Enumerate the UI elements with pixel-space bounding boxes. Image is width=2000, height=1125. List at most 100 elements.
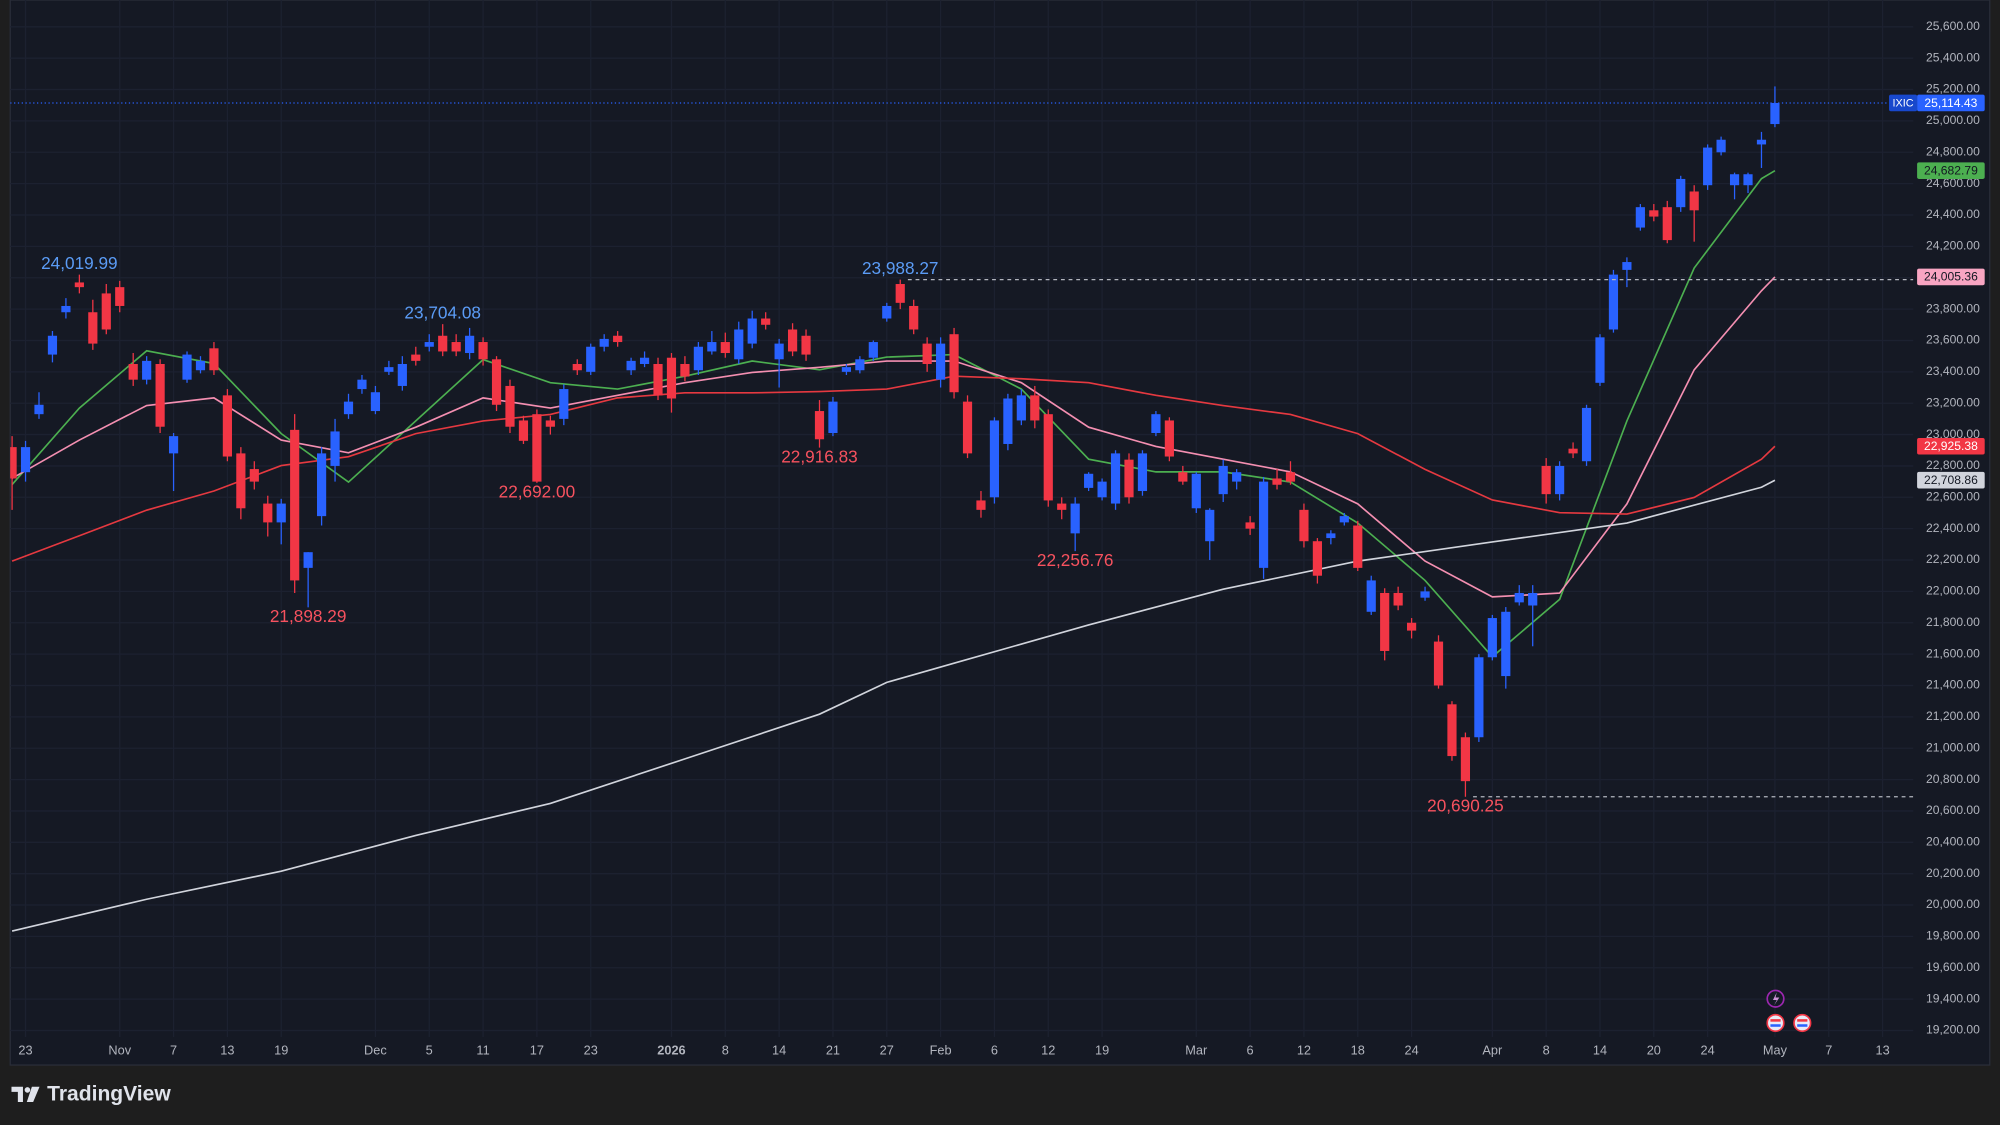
x-tick-label: 19 <box>274 1042 288 1057</box>
candle-body <box>787 329 798 352</box>
y-tick-label: 25,600.00 <box>1926 19 1980 33</box>
event-icon <box>1772 992 1780 1006</box>
candle-body <box>222 395 232 457</box>
candle-body <box>626 360 636 371</box>
candle-body <box>1528 592 1538 606</box>
candle-body <box>814 411 825 440</box>
x-tick-label: 7 <box>1825 1042 1832 1057</box>
candle-body <box>1635 207 1645 228</box>
candle-body <box>317 453 327 517</box>
candle-body <box>613 335 623 343</box>
event-icons <box>1766 989 1812 1033</box>
candle-body <box>47 335 58 355</box>
candle-body <box>1676 178 1686 208</box>
candle-body <box>1703 147 1713 186</box>
price-tag-label: 22,925.38 <box>1924 439 1978 453</box>
candle-body <box>976 500 986 510</box>
candle-body <box>343 401 354 415</box>
symbol-tag <box>1889 94 1918 112</box>
candle-body <box>1110 453 1121 504</box>
event-icon <box>1770 1019 1781 1022</box>
candle-body <box>639 357 650 364</box>
candle-body <box>1339 516 1349 523</box>
candle-body <box>1097 481 1107 498</box>
candle-body <box>276 503 286 523</box>
candle-body <box>1474 657 1484 738</box>
y-tick-label: 19,600.00 <box>1926 960 1980 974</box>
candle-body <box>195 360 206 371</box>
extreme-label: 23,988.27 <box>862 258 939 278</box>
candle-body <box>572 363 582 371</box>
candle-body <box>1433 641 1444 686</box>
candle-body <box>1581 407 1592 462</box>
y-tick-label: 20,000.00 <box>1926 897 1980 911</box>
candle-body <box>532 414 542 482</box>
candle-body <box>761 318 771 325</box>
x-tick-label: 18 <box>1351 1042 1365 1057</box>
x-tick-label: 24 <box>1701 1042 1715 1057</box>
candle-body <box>74 282 84 288</box>
extreme-label: 22,256.76 <box>1037 550 1114 570</box>
y-tick-label: 22,200.00 <box>1926 552 1980 566</box>
candle-body <box>841 367 852 372</box>
y-tick-label: 20,800.00 <box>1926 772 1980 786</box>
candle-body <box>1595 337 1605 383</box>
candle-body <box>142 360 152 380</box>
candle-body <box>895 284 905 303</box>
candle-body <box>34 404 44 415</box>
y-tick-label: 23,800.00 <box>1926 301 1980 315</box>
candle-body <box>1057 503 1067 510</box>
candle-body <box>424 342 434 347</box>
moving-average-line <box>11 479 1776 932</box>
y-tick-label: 20,600.00 <box>1926 803 1980 817</box>
y-tick-label: 22,800.00 <box>1926 458 1980 472</box>
candle-body <box>128 363 138 380</box>
candle-body <box>1030 395 1040 421</box>
plot-area: 24,019.99 23,704.08 23,988.27 21,898.29 22,6… <box>10 86 1914 932</box>
candle-body <box>720 342 730 354</box>
candle-body <box>1541 465 1551 495</box>
candle-body <box>855 359 865 371</box>
x-tick-label: 20 <box>1647 1042 1661 1057</box>
candle-body <box>1191 473 1201 509</box>
candle-body <box>922 343 932 364</box>
candle-body <box>559 389 569 419</box>
candle-body <box>1285 472 1296 482</box>
candle-body <box>1178 472 1188 482</box>
x-tick-label: Mar <box>1185 1042 1208 1057</box>
candle-body <box>1649 210 1659 217</box>
candle-body <box>1232 472 1242 482</box>
candle-body <box>801 335 811 355</box>
x-tick-label: 17 <box>530 1042 544 1057</box>
price-tag-label: 22,708.86 <box>1924 473 1978 487</box>
candle-body <box>1622 262 1632 270</box>
y-tick-label: 23,000.00 <box>1926 427 1980 441</box>
y-tick-label: 23,400.00 <box>1926 364 1980 378</box>
candle-body <box>666 357 677 399</box>
symbol-tag-label: IXIC <box>1893 97 1914 109</box>
candle-body <box>411 354 421 361</box>
candle-body <box>1770 102 1780 125</box>
candle-body <box>249 469 259 482</box>
y-tick-label: 20,400.00 <box>1926 835 1980 849</box>
x-tick-label: Feb <box>930 1042 952 1057</box>
candle-body <box>882 305 892 319</box>
price-tag-label: 25,114.43 <box>1924 96 1977 110</box>
y-tick-label: 21,600.00 <box>1926 646 1980 660</box>
event-icon <box>1797 1019 1808 1022</box>
candle-body <box>155 363 165 427</box>
candle-body <box>451 342 461 352</box>
x-tick-label: 14 <box>772 1042 786 1057</box>
candle-body <box>61 305 71 313</box>
x-tick-label: 12 <box>1297 1042 1311 1057</box>
candle-body <box>1137 453 1148 492</box>
price-tag-label: 24,682.79 <box>1924 164 1978 178</box>
candle-body <box>168 436 179 454</box>
candle-body <box>1272 478 1282 485</box>
extreme-label: 20,690.25 <box>1427 796 1504 816</box>
candle-body <box>1380 592 1390 651</box>
y-tick-label: 19,800.00 <box>1926 929 1980 943</box>
x-tick-label: 13 <box>220 1042 234 1057</box>
x-tick-label: 14 <box>1593 1042 1607 1057</box>
